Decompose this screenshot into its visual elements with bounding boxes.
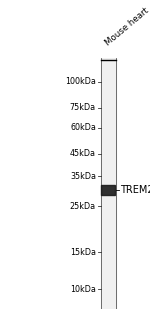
Text: TREM2: TREM2	[120, 185, 150, 195]
Bar	[100, 58, 116, 309]
Text: 75kDa: 75kDa	[70, 103, 96, 112]
Text: 15kDa: 15kDa	[70, 248, 96, 257]
Bar	[101, 185, 115, 195]
Text: 35kDa: 35kDa	[70, 172, 96, 181]
Text: 10kDa: 10kDa	[70, 285, 96, 294]
Text: 100kDa: 100kDa	[65, 77, 96, 86]
Text: Mouse heart: Mouse heart	[104, 6, 150, 48]
Text: 25kDa: 25kDa	[70, 202, 96, 211]
Text: 45kDa: 45kDa	[70, 149, 96, 158]
Text: 60kDa: 60kDa	[70, 123, 96, 132]
